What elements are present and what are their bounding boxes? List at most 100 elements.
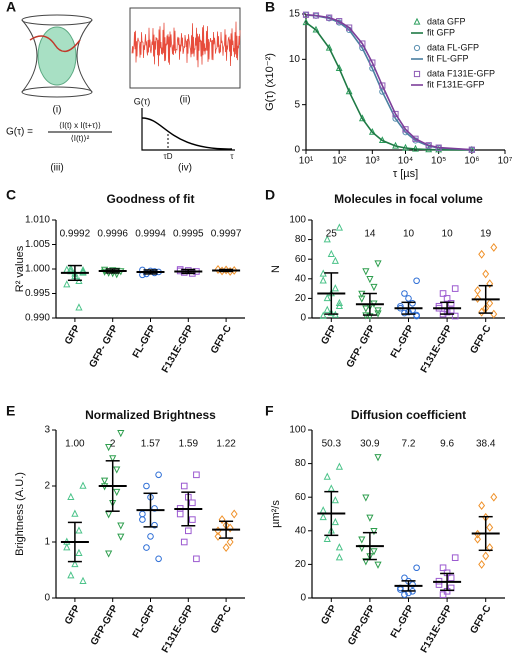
data-point: [486, 279, 494, 289]
data-point: [374, 310, 382, 318]
data-point: [439, 591, 447, 598]
x-tick-label: F131E-GFP: [160, 603, 196, 655]
data-point: [451, 285, 459, 292]
data-point: [230, 509, 238, 519]
y-tick-label: 100: [289, 215, 306, 226]
data-point: [117, 430, 125, 438]
x-tick-label: 10²: [332, 156, 347, 167]
sub-label: (iii): [50, 163, 63, 174]
data-point: [323, 235, 331, 243]
x-tick-label: F131E-GFP: [160, 323, 196, 375]
value-label: 19: [480, 229, 492, 240]
x-tick-label: GFP-C: [469, 603, 494, 635]
data-point: [374, 260, 382, 268]
data-point: [151, 505, 158, 512]
data-point: [67, 492, 75, 500]
data-point: [369, 59, 376, 66]
data-point: [176, 510, 184, 518]
data-point: [359, 40, 366, 47]
x-tick-label: GFP-GFP: [346, 603, 378, 647]
data-point: [180, 538, 188, 546]
data-point: [413, 564, 420, 572]
data-point: [302, 18, 310, 26]
data-point: [412, 135, 419, 142]
data-point: [335, 223, 344, 231]
data-point: [362, 494, 370, 502]
formula: ⟨I(t) x I(t+τ)⟩: [59, 121, 101, 130]
formula: G(τ) =: [6, 127, 33, 138]
intensity-trace: [131, 21, 241, 68]
data-point: [139, 516, 146, 523]
legend-swatch: [413, 70, 421, 78]
y-tick-label: 1.010: [25, 215, 50, 226]
data-point: [71, 559, 79, 568]
legend-label: data F131E-GFP: [427, 68, 495, 78]
data-point: [346, 24, 353, 31]
data-point: [193, 471, 200, 479]
panel-letter: D: [265, 187, 275, 203]
data-point: [319, 311, 327, 319]
data-point: [478, 501, 486, 511]
data-point: [358, 114, 366, 122]
y-tick-label: 0: [300, 313, 306, 324]
y-tick-label: 1.005: [25, 239, 50, 250]
data-point: [451, 554, 459, 561]
value-label: 0.9996: [97, 229, 128, 240]
data-point: [474, 293, 482, 303]
data-point: [331, 256, 339, 264]
formula: ⟨I(t)⟩²: [71, 134, 90, 143]
data-point: [155, 555, 162, 563]
x-tick-label: GFP-C: [469, 323, 494, 355]
data-point: [139, 510, 146, 518]
data-point: [490, 242, 498, 252]
value-label: 1.00: [65, 439, 85, 450]
data-point: [67, 571, 75, 579]
data-point: [447, 300, 455, 307]
data-point: [100, 477, 109, 485]
data-point: [486, 298, 494, 308]
y-tick-label: 60: [295, 254, 307, 265]
data-point: [392, 110, 399, 118]
data-point: [490, 492, 498, 502]
data-point: [401, 309, 408, 317]
data-point: [439, 290, 447, 297]
data-point: [189, 516, 196, 523]
y-tick-label: 0.995: [25, 288, 50, 299]
fit-line: [305, 21, 472, 151]
data-point: [443, 295, 451, 302]
data-point: [147, 533, 154, 540]
legend-label: fit GFP: [427, 27, 455, 37]
data-point: [370, 283, 378, 292]
data-point: [226, 537, 234, 547]
y-tick-label: 1: [44, 537, 50, 548]
data-point: [79, 481, 87, 489]
value-label: 0.9992: [60, 229, 91, 240]
value-label: 0.9994: [135, 229, 166, 240]
value-label: 10: [403, 229, 415, 240]
value-label: 25: [326, 229, 338, 240]
y-tick-label: 0: [300, 593, 306, 604]
data-point: [478, 559, 486, 569]
trace-box: [129, 7, 241, 89]
panel-letter: B: [265, 0, 275, 15]
data-point: [478, 249, 486, 259]
data-point: [63, 543, 71, 551]
value-label: 0.9995: [173, 229, 204, 240]
data-point: [180, 482, 188, 490]
data-point: [474, 534, 482, 544]
y-tick-label: 2: [44, 481, 50, 492]
legend-swatch: [413, 17, 421, 25]
x-tick-label: GFP- GFP: [345, 323, 378, 370]
data-point: [79, 267, 87, 275]
value-label: 7.2: [402, 439, 416, 450]
sub-label: (i): [53, 105, 62, 116]
data-point: [358, 295, 366, 303]
data-point: [218, 515, 226, 525]
data-point: [323, 534, 331, 542]
data-point: [374, 454, 382, 462]
data-point: [335, 462, 344, 470]
y-axis-label: G(τ) (x10⁻²): [264, 53, 276, 111]
value-label: 1.57: [141, 439, 161, 450]
data-point: [151, 521, 158, 529]
